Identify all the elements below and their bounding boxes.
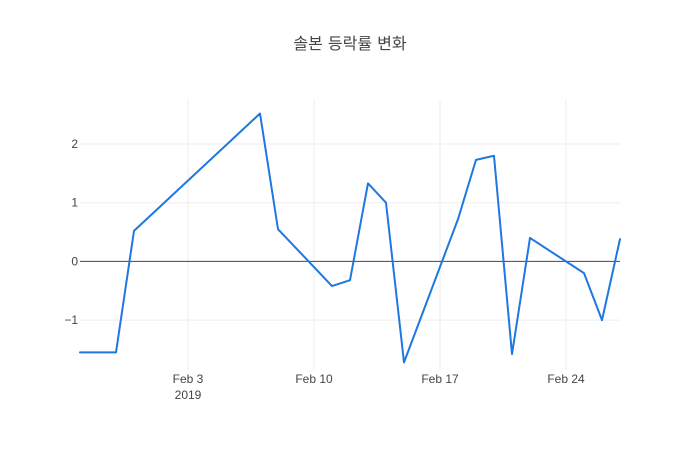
x-tick-label: Feb 3 <box>173 372 204 386</box>
y-tick-label: 2 <box>71 137 78 151</box>
y-tick-label: 1 <box>71 196 78 210</box>
y-axis-ticks: −1 0 1 2 <box>64 137 78 327</box>
x-tick-label: Feb 10 <box>295 372 333 386</box>
chart-title: 솔본 등락률 변화 <box>293 34 406 53</box>
x-axis-ticks: Feb 3 Feb 10 Feb 17 Feb 24 2019 <box>173 372 585 402</box>
grid-layer <box>80 100 620 370</box>
x-tick-year-label: 2019 <box>175 388 202 402</box>
x-tick-label: Feb 17 <box>421 372 459 386</box>
x-tick-label: Feb 24 <box>547 372 585 386</box>
series-line <box>79 112 621 364</box>
y-tick-label: −1 <box>64 313 78 327</box>
series-layer <box>79 112 621 364</box>
y-tick-label: 0 <box>71 254 78 268</box>
